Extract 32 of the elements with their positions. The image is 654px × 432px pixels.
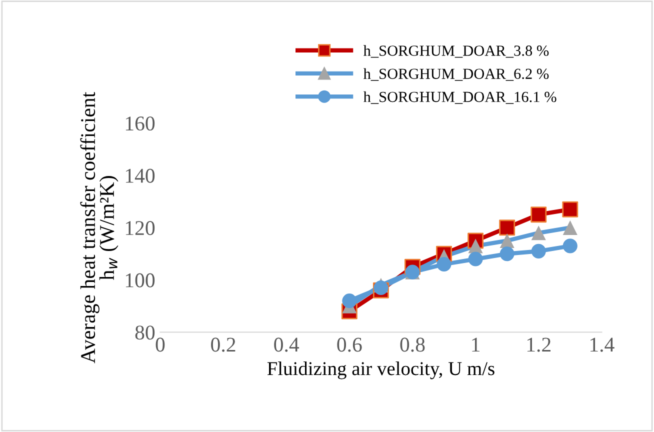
point: [374, 280, 388, 296]
point: [530, 206, 547, 223]
x-tick-label: 0.4: [274, 338, 300, 352]
y-tick-label: 80: [135, 326, 155, 340]
point: [562, 220, 578, 235]
point: [562, 238, 578, 254]
point: [562, 201, 578, 218]
x-tick-label: 0.8: [400, 338, 425, 352]
x-axis-title: Fluidizing air velocity, U m/s: [267, 362, 494, 380]
point: [500, 233, 514, 248]
x-tick-label: 0.2: [211, 338, 236, 352]
y-tick-label: 160: [126, 116, 155, 131]
x-tick-label: 1: [472, 338, 480, 352]
x-tick-label: 1.4: [590, 338, 614, 352]
point: [468, 238, 483, 254]
point: [500, 246, 514, 262]
point: [342, 294, 357, 308]
y-axis-title: Average heat transfer coefficient h$_{w}$ (W/m²K): [80, 92, 118, 364]
point: [531, 226, 546, 240]
y-tick-label: 100: [126, 273, 155, 288]
x-tick-label: 0: [156, 338, 165, 352]
y-tick-label: 120: [126, 221, 155, 236]
point: [499, 220, 516, 236]
legend-label: h_SORGHUM_DOAR_16.1 %: [363, 91, 556, 104]
x-tick-label: 0.6: [337, 338, 362, 352]
point: [436, 256, 452, 272]
point: [531, 244, 546, 258]
y-tick-label: 140: [126, 168, 155, 183]
x-tick-label: 1.2: [527, 338, 550, 352]
legend-label: h_SORGHUM_DOAR_3.8 %: [363, 45, 549, 58]
legend-label: h_SORGHUM_DOAR_6.2 %: [363, 68, 549, 81]
point: [468, 252, 483, 266]
